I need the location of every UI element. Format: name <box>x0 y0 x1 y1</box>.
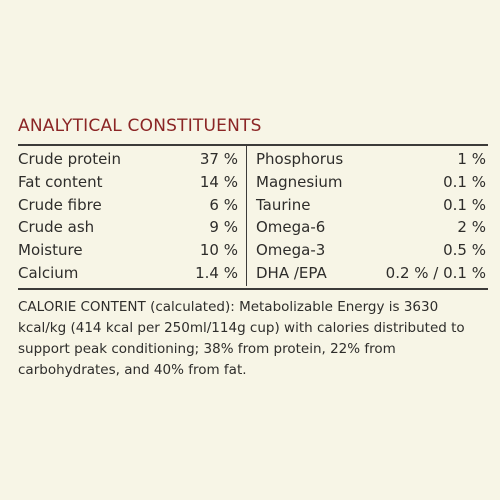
constituent-row: Crude protein 37 % <box>18 150 238 173</box>
constituent-name: Phosphorus <box>256 150 344 168</box>
constituent-row: Omega-3 0.5 % <box>256 241 486 264</box>
constituent-row: Taurine 0.1 % <box>256 196 486 219</box>
constituent-name: Moisture <box>18 241 83 260</box>
constituent-value: 6 % <box>209 195 238 214</box>
constituent-name: Calcium <box>18 263 79 282</box>
constituent-value: 14 % <box>199 172 238 191</box>
constituent-row: Magnesium 0.1 % <box>256 173 486 196</box>
constituent-name: DHA /EPA <box>256 263 327 282</box>
constituent-value: 0.1 % <box>443 195 486 214</box>
constituent-row: Moisture 10 % <box>18 241 238 264</box>
constituent-row: Calcium 1.4 % <box>18 264 238 287</box>
constituent-value: 2 % <box>457 218 486 237</box>
constituents-left-column: Crude protein 37 % Fat content 14 % Crud… <box>18 150 238 287</box>
constituents-right-column: Phosphorus 1 % Magnesium 0.1 % Taurine 0… <box>256 150 486 287</box>
top-divider <box>18 144 488 146</box>
constituent-row: Omega-6 2 % <box>256 218 486 241</box>
constituent-name: Fat content <box>18 172 103 191</box>
constituent-value: 0.5 % <box>443 241 486 260</box>
section-heading: ANALYTICAL CONSTITUENTS <box>18 116 262 136</box>
constituent-value: 1.4 % <box>195 263 238 282</box>
constituent-value: 37 % <box>199 150 238 168</box>
constituent-name: Crude fibre <box>18 195 102 214</box>
constituent-row: Crude fibre 6 % <box>18 196 238 219</box>
constituent-row: DHA /EPA 0.2 % / 0.1 % <box>256 264 486 287</box>
constituent-name: Taurine <box>256 195 311 214</box>
constituent-value: 0.1 % <box>443 172 486 191</box>
constituent-value: 0.2 % / 0.1 % <box>385 263 486 282</box>
constituent-name: Omega-3 <box>256 241 326 260</box>
bottom-divider <box>18 288 488 290</box>
constituent-name: Crude protein <box>18 150 121 168</box>
constituent-value: 10 % <box>199 241 238 260</box>
constituent-name: Crude ash <box>18 218 95 237</box>
constituent-value: 1 % <box>457 150 486 168</box>
constituent-name: Magnesium <box>256 172 343 191</box>
constituent-value: 9 % <box>209 218 238 237</box>
constituent-row: Fat content 14 % <box>18 173 238 196</box>
calorie-content-text: CALORIE CONTENT (calculated): Metaboliza… <box>18 299 465 378</box>
column-divider <box>246 146 247 286</box>
constituent-row: Phosphorus 1 % <box>256 150 486 173</box>
constituent-row: Crude ash 9 % <box>18 218 238 241</box>
constituent-name: Omega-6 <box>256 218 326 237</box>
